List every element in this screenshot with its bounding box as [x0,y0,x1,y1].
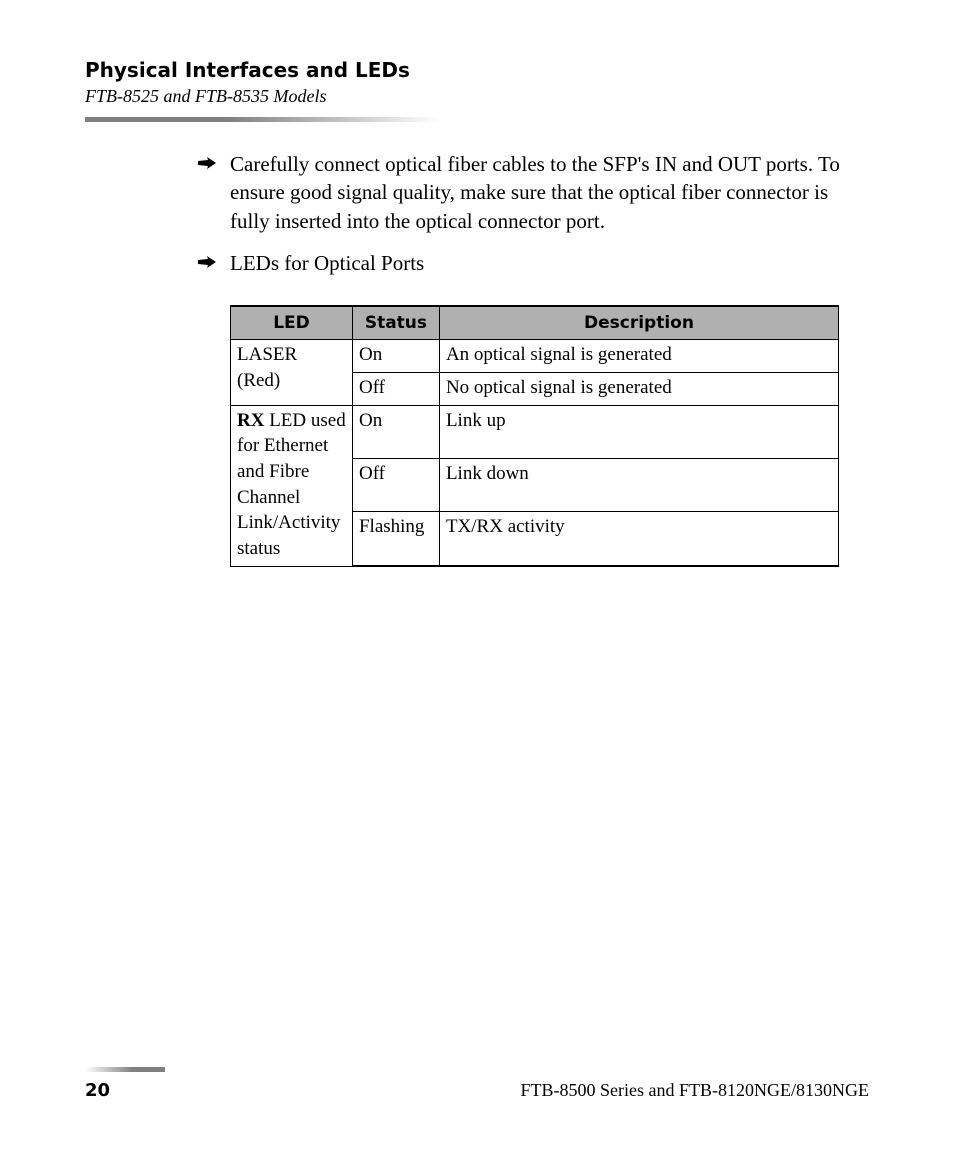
cell-led: LASER (Red) [231,340,353,405]
cell-description: Link up [439,405,838,458]
col-header-led: LED [231,306,353,340]
bullet-item: Carefully connect optical fiber cables t… [198,150,869,235]
footer-rule [85,1067,165,1072]
led-table: LED Status Description LASER (Red) On An… [230,305,839,567]
footer: 20 FTB-8500 Series and FTB-8120NGE/8130N… [85,1067,869,1101]
bullet-text: Carefully connect optical fiber cables t… [230,150,869,235]
cell-description: Link down [439,458,838,511]
section-subtitle: FTB-8525 and FTB-8535 Models [85,86,869,107]
cell-status: Off [352,458,439,511]
led-name-rest: LED used for Ethernet and Fibre Channel … [237,410,346,559]
page-number: 20 [85,1080,110,1101]
cell-description: An optical signal is generated [439,340,838,373]
arrow-icon [198,255,216,269]
led-name-line1: LASER [237,344,297,365]
cell-status: Flashing [352,512,439,566]
cell-led: RX LED used for Ethernet and Fibre Chann… [231,405,353,566]
bullet-text: LEDs for Optical Ports [230,249,424,277]
cell-status: On [352,340,439,373]
section-title: Physical Interfaces and LEDs [85,58,869,82]
led-name-line2: (Red) [237,370,280,391]
arrow-icon [198,156,216,170]
cell-status: Off [352,373,439,406]
cell-status: On [352,405,439,458]
col-header-status: Status [352,306,439,340]
cell-description: No optical signal is generated [439,373,838,406]
table-row: LASER (Red) On An optical signal is gene… [231,340,839,373]
led-name-bold: RX [237,410,264,431]
page: Physical Interfaces and LEDs FTB-8525 an… [0,0,954,1159]
header-rule [85,117,441,122]
table-header-row: LED Status Description [231,306,839,340]
bullet-item: LEDs for Optical Ports [198,249,869,277]
table-row: RX LED used for Ethernet and Fibre Chann… [231,405,839,458]
footer-line: 20 FTB-8500 Series and FTB-8120NGE/8130N… [85,1080,869,1101]
content-area: Carefully connect optical fiber cables t… [198,150,869,567]
col-header-description: Description [439,306,838,340]
cell-description: TX/RX activity [439,512,838,566]
footer-product-line: FTB-8500 Series and FTB-8120NGE/8130NGE [521,1080,869,1101]
